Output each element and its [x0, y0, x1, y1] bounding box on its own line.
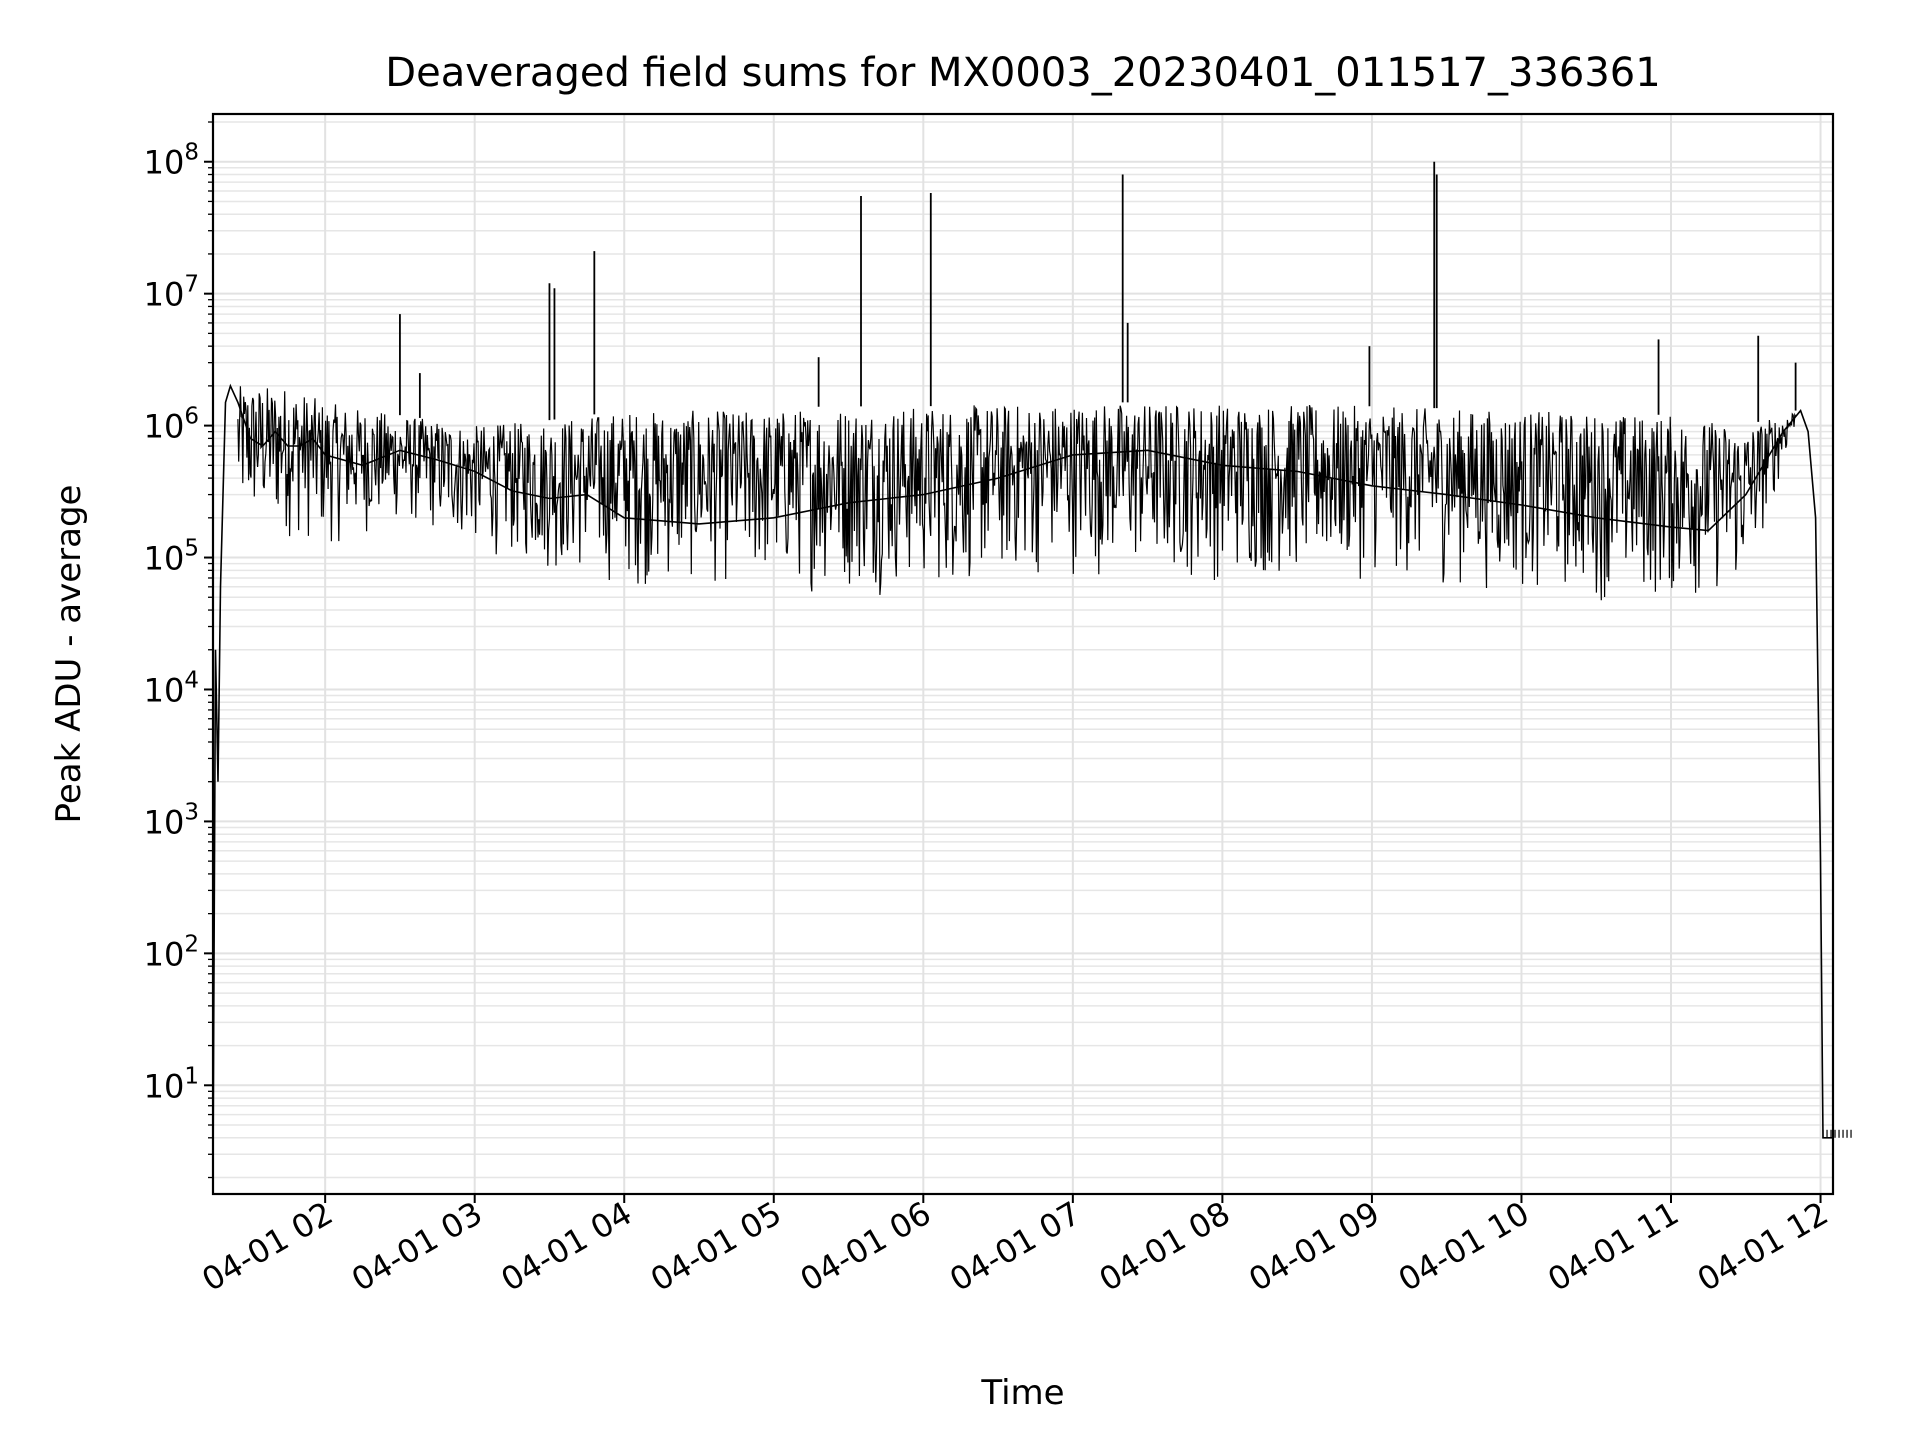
y-tick-label: 102: [144, 931, 199, 973]
series-noise-line: [237, 386, 1797, 601]
chart-title: Deaveraged field sums for MX0003_2023040…: [385, 50, 1660, 96]
y-axis-label: Peak ADU - average: [49, 485, 89, 824]
data-series: [212, 383, 1852, 1178]
plot-frame: [211, 112, 1835, 1196]
y-tick-label: 103: [144, 799, 199, 841]
y-tick-label: 107: [144, 272, 199, 314]
data-band: [237, 386, 1797, 601]
data-spikes: [399, 161, 1797, 422]
series-line: [212, 383, 1833, 1178]
y-tick-label: 108: [144, 140, 199, 182]
y-tick-label: 104: [144, 667, 199, 709]
y-tick-label: 106: [144, 404, 199, 446]
x-axis-label: Time: [980, 1373, 1064, 1413]
y-tick-label: 105: [144, 536, 199, 578]
y-tick-label: 101: [144, 1063, 199, 1105]
grid: [213, 114, 1833, 1194]
